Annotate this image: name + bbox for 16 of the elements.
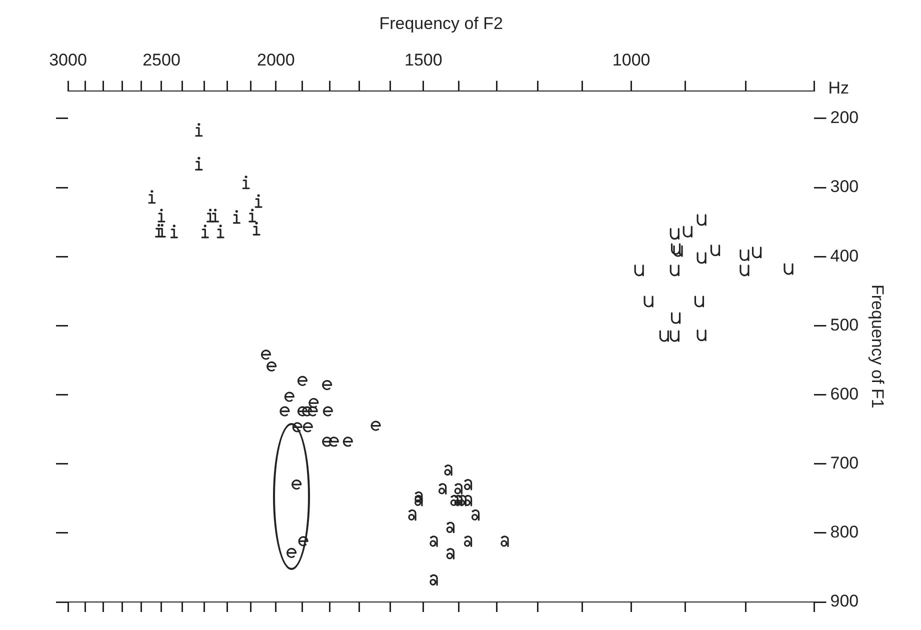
y-tick-label: 200 [830,108,859,128]
y-tick-label: 500 [830,315,859,334]
y-tick-label: 700 [830,454,859,473]
y-tick-label: 900 [830,592,859,611]
x-tick-label: 1500 [404,50,442,70]
y-tick-label: 400 [830,246,859,266]
y-tick-label: 600 [830,384,859,404]
x-tick-label: 1000 [612,50,650,70]
y-tick-label: 300 [830,177,859,196]
y-tick-label: 800 [830,522,859,542]
y-axis-title: Frequency of F1 [868,284,888,408]
x-tick-label: 3000 [49,50,87,70]
x-tick-label: 2000 [257,50,295,70]
x-axis-title: Frequency of F2 [379,14,504,33]
text: Hz [828,78,850,98]
x-tick-label: 2500 [142,50,180,70]
